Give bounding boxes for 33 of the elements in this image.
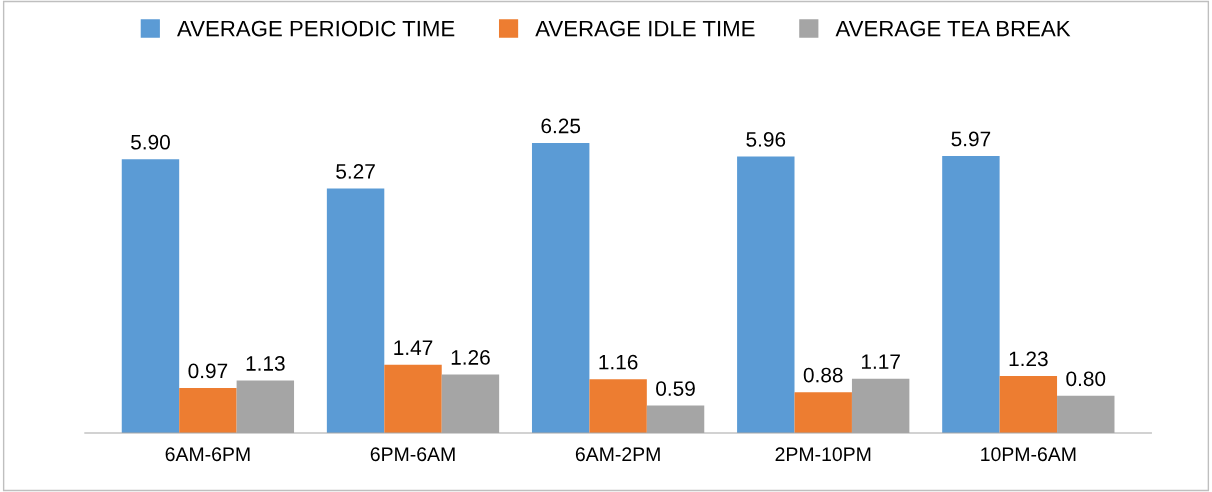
data-label: 5.96 [746,132,786,147]
bar [794,392,852,433]
bar [589,379,647,433]
bar [326,188,385,433]
data-label: 6.25 [541,118,581,134]
bar [384,364,442,433]
x-tick-label: 6PM-6AM [370,447,455,462]
data-label: 5.90 [131,134,170,150]
data-label: 0.80 [1066,371,1106,387]
bar [942,156,1000,433]
data-label: 0.97 [188,363,228,379]
data-label: 0.88 [803,367,843,383]
legend-label: AVERAGE TEA BREAK [835,20,1071,37]
bar [999,375,1058,433]
data-label: 1.13 [246,356,285,371]
x-tick-label: 6AM-2PM [575,447,660,462]
bar [121,159,180,433]
data-label: 5.97 [951,131,991,147]
bar [179,387,237,433]
x-tick-label: 10PM-6AM [981,447,1076,462]
data-label: 1.17 [861,354,900,369]
legend-label: AVERAGE IDLE TIME [535,20,755,37]
data-label: 1.47 [394,340,433,355]
data-label: 1.26 [451,350,490,365]
data-label: 1.16 [599,354,638,370]
data-label: 0.59 [656,381,695,396]
data-label: 5.27 [336,164,375,179]
bar [737,156,795,433]
bar [531,143,590,433]
legend-label: AVERAGE PERIODIC TIME [177,20,455,37]
x-tick-label: 6AM-6PM [165,447,250,462]
x-tick-label: 2PM-10PM [775,447,871,462]
data-label: 1.23 [1009,351,1048,367]
